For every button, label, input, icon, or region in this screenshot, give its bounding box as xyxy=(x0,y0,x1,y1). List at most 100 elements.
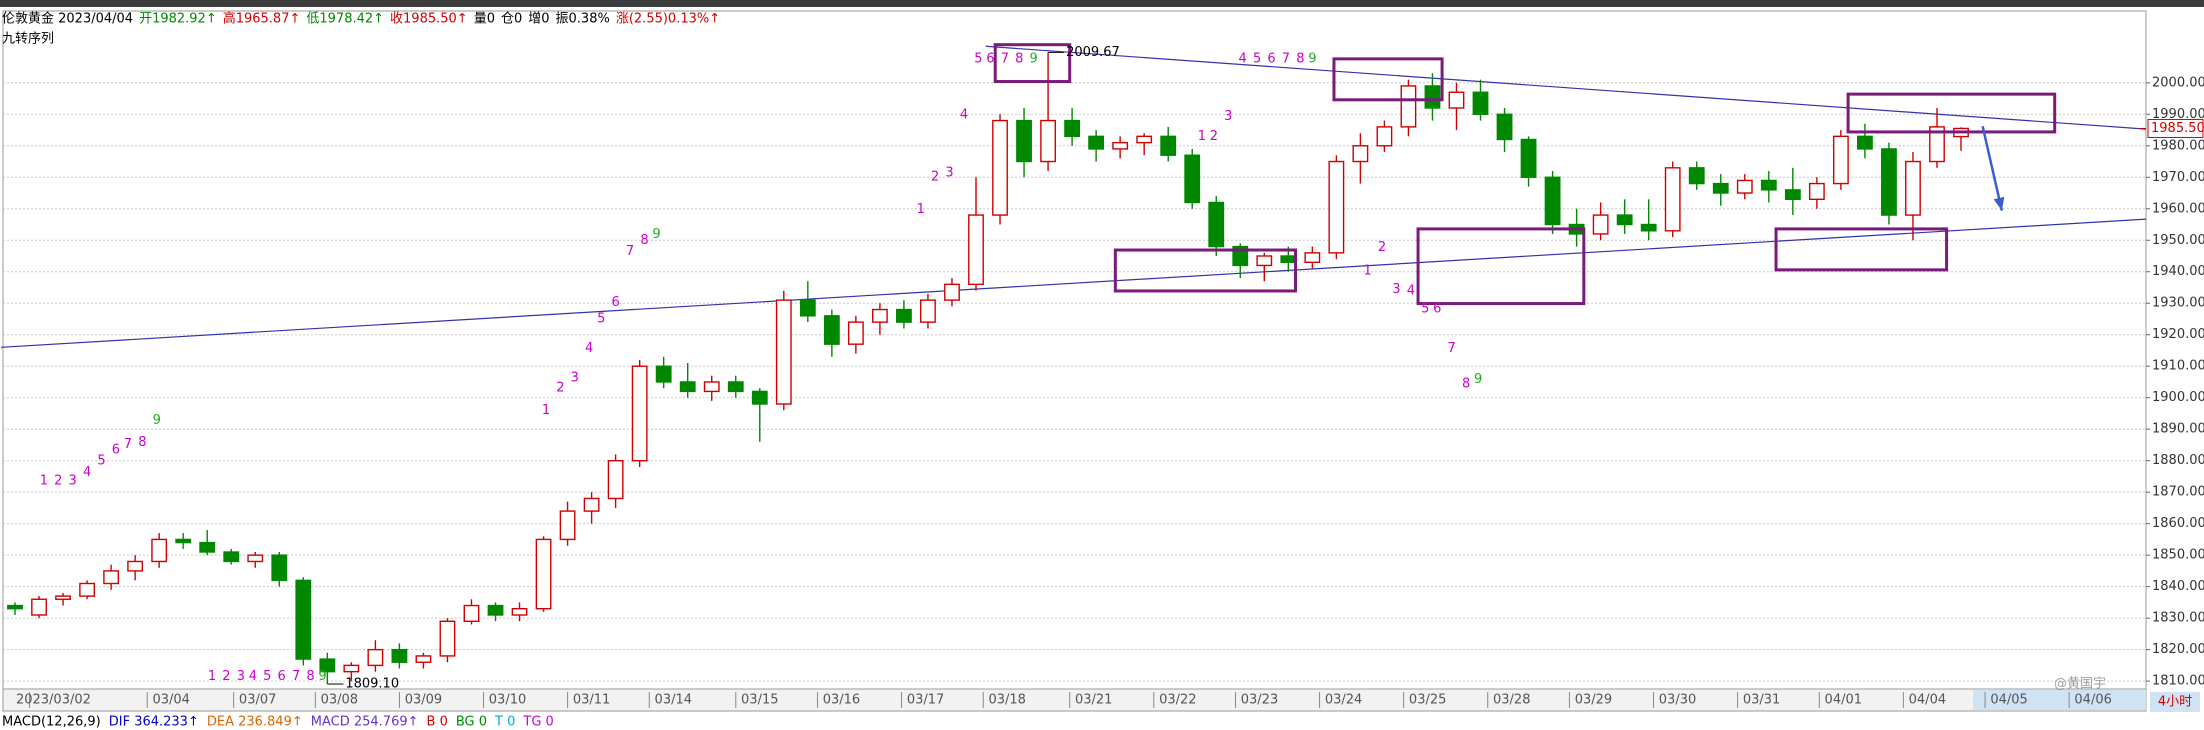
y-tick-label: 1840.00 xyxy=(2152,579,2204,594)
candle-body xyxy=(775,299,792,405)
candle-body xyxy=(1376,126,1393,147)
y-tick-label: 1950.00 xyxy=(2152,233,2204,248)
td-count: 4 xyxy=(1239,51,1247,66)
last-price-label: 1985.50 xyxy=(2151,121,2204,136)
td-count: 9 xyxy=(1474,372,1482,387)
candle-body xyxy=(1832,135,1849,185)
td-count: 6 xyxy=(986,51,994,66)
candle-body xyxy=(679,381,696,393)
indicator-item: T 0 xyxy=(494,715,515,730)
candle-body xyxy=(1424,85,1441,109)
candle-body xyxy=(1520,138,1537,178)
header-item: 低1978.42↑ xyxy=(306,12,384,27)
candle-body xyxy=(1712,182,1729,194)
td-count: 1 xyxy=(917,202,925,217)
candle-body xyxy=(823,315,840,345)
candle-body xyxy=(1688,167,1705,185)
candle-body xyxy=(1088,135,1105,150)
y-tick-label: 2000.00 xyxy=(2152,75,2204,90)
candle-body xyxy=(319,658,336,673)
candle-body xyxy=(1256,255,1273,267)
td-count: 9 xyxy=(652,227,660,242)
header-item: 涨(2.55)0.13%↑ xyxy=(616,12,720,27)
candle-body xyxy=(992,119,1008,216)
candle-body xyxy=(1760,179,1777,191)
candle-body xyxy=(391,648,408,663)
td-count: 1 xyxy=(1363,264,1371,279)
x-tick-label: 2023/03/02 xyxy=(16,693,91,708)
candle-body xyxy=(1448,91,1465,109)
td-count: 2 xyxy=(222,669,230,684)
candle-body xyxy=(103,570,120,585)
td-count: 3 xyxy=(945,165,953,180)
candle-body xyxy=(1016,119,1032,163)
candle-body xyxy=(1160,135,1177,156)
candle-body xyxy=(127,560,144,572)
candle-body xyxy=(415,655,432,663)
x-tick-label: 03/08 xyxy=(321,693,358,708)
candle-body xyxy=(343,664,360,673)
candle-body xyxy=(751,390,768,405)
td-count: 8 xyxy=(1015,51,1023,66)
td-count: 3 xyxy=(1392,282,1400,297)
td-count: 8 xyxy=(1296,51,1304,66)
candle-body xyxy=(1400,85,1417,128)
y-tick-label: 1850.00 xyxy=(2152,548,2204,563)
candle-body xyxy=(559,510,576,541)
period-label: 4小时 xyxy=(2158,695,2192,710)
candle-body xyxy=(31,598,47,616)
td-count: 5 xyxy=(974,51,982,66)
td-count: 7 xyxy=(1001,51,1009,66)
candle-body xyxy=(1328,160,1345,254)
future-shade xyxy=(1973,690,2146,710)
top-strip xyxy=(0,0,2204,7)
indicator-item: MACD(12,26,9) xyxy=(2,715,101,730)
x-tick-label: 03/18 xyxy=(988,693,1025,708)
candle-body xyxy=(896,308,912,323)
candle-body xyxy=(7,604,23,610)
x-tick-label: 03/10 xyxy=(489,693,526,708)
candle-body xyxy=(1544,176,1561,226)
td-count: 3 xyxy=(571,371,579,386)
candle-body xyxy=(487,604,504,616)
candle-body xyxy=(727,381,744,393)
x-tick-label: 03/14 xyxy=(655,693,692,708)
indicator-item: DIF 364.233↑ xyxy=(109,715,199,730)
td-count: 1 xyxy=(1198,129,1206,144)
candle-body xyxy=(1472,91,1489,115)
header-item: 仓0 xyxy=(501,12,522,27)
td-count: 3 xyxy=(1224,109,1232,124)
td-count: 7 xyxy=(1282,51,1290,66)
extreme-label: 1809.10 xyxy=(345,676,399,691)
header-item: 收1985.50↑ xyxy=(390,12,468,27)
candle-body xyxy=(968,214,984,286)
td-count: 8 xyxy=(1462,376,1470,391)
y-tick-label: 1890.00 xyxy=(2152,422,2204,437)
td-count: 1 xyxy=(208,669,216,684)
y-tick-label: 1820.00 xyxy=(2152,642,2204,657)
highlight-box xyxy=(993,43,1072,84)
x-tick-label: 03/29 xyxy=(1575,693,1612,708)
x-tick-label: 03/25 xyxy=(1409,693,1446,708)
y-tick-label: 1940.00 xyxy=(2152,264,2204,279)
candle-body xyxy=(1881,148,1897,216)
y-tick-label: 1970.00 xyxy=(2152,170,2204,185)
x-tick-label: 04/06 xyxy=(2074,693,2111,708)
td-count: 5 xyxy=(1253,51,1261,66)
header-item: 增0 xyxy=(528,12,549,27)
candle-body xyxy=(1304,252,1321,263)
td-count: 5 xyxy=(1421,302,1429,317)
y-tick-label: 1880.00 xyxy=(2152,453,2204,468)
td-count: 8 xyxy=(138,435,146,450)
x-tick-label: 03/17 xyxy=(907,693,944,708)
candle-body xyxy=(199,541,216,553)
candle-body xyxy=(1857,135,1873,150)
highlight-box xyxy=(1774,227,1949,272)
y-tick-label: 1960.00 xyxy=(2152,201,2204,216)
candle-body xyxy=(1496,113,1513,141)
x-tick-label: 03/15 xyxy=(741,693,778,708)
arrow-head xyxy=(1993,196,2005,211)
td-count: 6 xyxy=(1433,302,1441,317)
x-tick-label: 03/11 xyxy=(573,693,610,708)
